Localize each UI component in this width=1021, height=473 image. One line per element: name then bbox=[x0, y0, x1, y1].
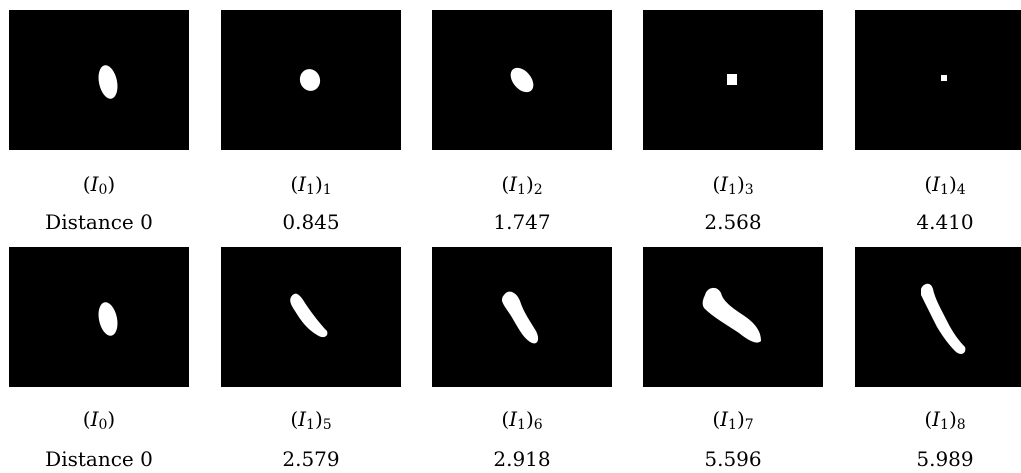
distance-value: Distance 0 bbox=[9, 210, 189, 234]
distance-value: Distance 0 bbox=[9, 447, 189, 471]
image-label: (I1)6 bbox=[432, 407, 612, 431]
image-label: (I0) bbox=[9, 407, 189, 431]
image-streak-diagonal bbox=[855, 247, 1021, 387]
distance-value: 4.410 bbox=[855, 210, 1021, 234]
image-label: (I1)7 bbox=[643, 407, 823, 431]
image-label: (I1)2 bbox=[432, 172, 612, 196]
image-streak-curved bbox=[432, 247, 612, 387]
distance-value: 2.579 bbox=[221, 447, 401, 471]
image-label: (I1)3 bbox=[643, 172, 823, 196]
image-label: (I0) bbox=[9, 172, 189, 196]
image-dot-tiny bbox=[855, 10, 1021, 150]
image-streak-short bbox=[221, 247, 401, 387]
panel-r2-c5: (I1)8 5.989 bbox=[855, 247, 1021, 387]
image-label: (I1)4 bbox=[855, 172, 1021, 196]
panel-r1-c4: (I1)3 2.568 bbox=[643, 10, 823, 150]
distance-value: 5.989 bbox=[855, 447, 1021, 471]
image-label: (I1)8 bbox=[855, 407, 1021, 431]
distance-value: 2.568 bbox=[643, 210, 823, 234]
image-blob-round bbox=[221, 10, 401, 150]
panel-r1-c1: (I0) Distance 0 bbox=[9, 10, 189, 150]
image-blob-tilted bbox=[432, 10, 612, 150]
panel-r2-c1: (I0) Distance 0 bbox=[9, 247, 189, 387]
image-ellipse-small bbox=[9, 10, 189, 150]
image-label: (I1)1 bbox=[221, 172, 401, 196]
image-ellipse-small bbox=[9, 247, 189, 387]
distance-value: 5.596 bbox=[643, 447, 823, 471]
distance-value: 2.918 bbox=[432, 447, 612, 471]
panel-r2-c2: (I1)5 2.579 bbox=[221, 247, 401, 387]
distance-value: 0.845 bbox=[221, 210, 401, 234]
panel-r1-c3: (I1)2 1.747 bbox=[432, 10, 612, 150]
panel-r1-c5: (I1)4 4.410 bbox=[855, 10, 1021, 150]
panel-r2-c4: (I1)7 5.596 bbox=[643, 247, 823, 387]
image-label: (I1)5 bbox=[221, 407, 401, 431]
panel-r2-c3: (I1)6 2.918 bbox=[432, 247, 612, 387]
panel-r1-c2: (I1)1 0.845 bbox=[221, 10, 401, 150]
image-streak-long bbox=[643, 247, 823, 387]
image-square-small bbox=[643, 10, 823, 150]
distance-value: 1.747 bbox=[432, 210, 612, 234]
